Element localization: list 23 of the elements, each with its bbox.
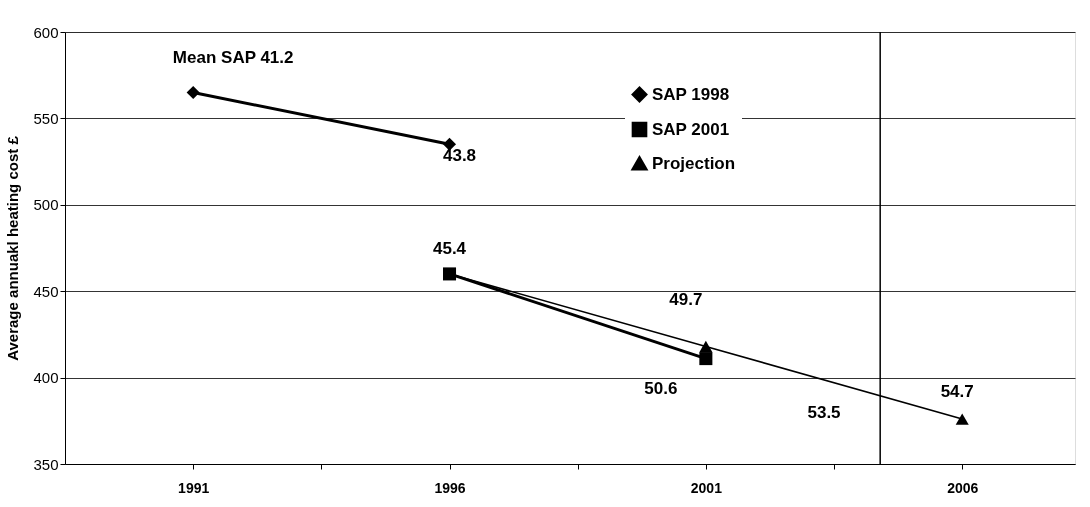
y-tick-label: 350 <box>33 455 59 473</box>
annotation: Mean SAP 41.2 <box>172 48 294 68</box>
annotation: 53.5 <box>807 402 841 422</box>
annotation: 45.4 <box>432 238 467 258</box>
annotation: 50.6 <box>644 378 678 398</box>
x-tick-label: 2006 <box>947 479 979 496</box>
y-tick-label: 400 <box>33 369 59 387</box>
legend-label: SAP 1998 <box>652 84 730 104</box>
annotation: 43.8 <box>442 146 477 166</box>
y-tick-label: 550 <box>33 109 59 127</box>
x-tick-label: 1996 <box>434 479 466 496</box>
x-tick-label: 2001 <box>690 479 723 496</box>
point <box>699 352 713 366</box>
y-axis-title: Average annuakl heating cost £ <box>4 135 22 361</box>
x-tick-label: 1991 <box>178 479 210 496</box>
y-tick-label: 500 <box>33 196 59 214</box>
annotation: 54.7 <box>940 382 974 402</box>
legend-label: Projection <box>652 153 736 173</box>
point <box>186 85 200 99</box>
y-tick-label: 600 <box>33 23 59 41</box>
legend-label: SAP 2001 <box>652 119 730 139</box>
annotation: 49.7 <box>669 290 703 310</box>
y-tick-label: 450 <box>33 282 59 300</box>
